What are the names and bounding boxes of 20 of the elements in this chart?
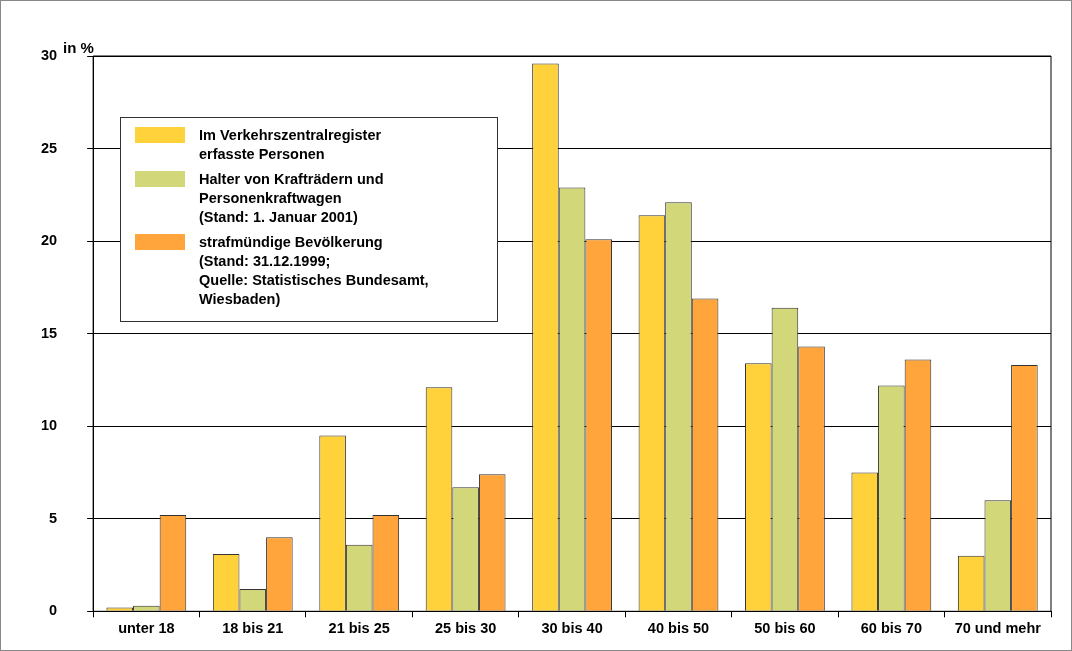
x-tick-label: 60 bis 70 xyxy=(860,620,922,636)
x-tick-label: 25 bis 30 xyxy=(435,620,497,636)
y-tick-label: 10 xyxy=(40,417,58,434)
x-tick-label: 21 bis 25 xyxy=(328,620,390,636)
y-tick-label: 0 xyxy=(49,602,58,619)
x-tick-label: 50 bis 60 xyxy=(754,620,816,636)
legend-label: strafmündige Bevölkerung (Stand: 31.12.1999; Quelle: Statistisches Bundesamt, Wiesbaden) xyxy=(199,233,429,309)
y-tick-label: 25 xyxy=(40,139,58,156)
y-axis-title: in % xyxy=(63,39,94,56)
x-tick-label: 40 bis 50 xyxy=(647,620,710,636)
y-tick-label: 20 xyxy=(40,232,58,249)
x-tick-label: 30 bis 40 xyxy=(541,620,603,636)
x-tick-label: 18 bis 21 xyxy=(222,620,284,636)
y-tick-label: 30 xyxy=(40,47,58,63)
x-tick-label: 70 und mehr xyxy=(954,620,1042,636)
x-tick-label: unter 18 xyxy=(118,620,175,636)
y-tick-label: 15 xyxy=(40,324,58,341)
legend-label: Im Verkehrszentralregister erfasste Personen xyxy=(199,126,382,164)
y-tick-label: 5 xyxy=(49,509,58,526)
legend-label: Halter von Krafträdern und Personenkraftwagen (Stand: 1. Januar 2001) xyxy=(199,170,384,227)
